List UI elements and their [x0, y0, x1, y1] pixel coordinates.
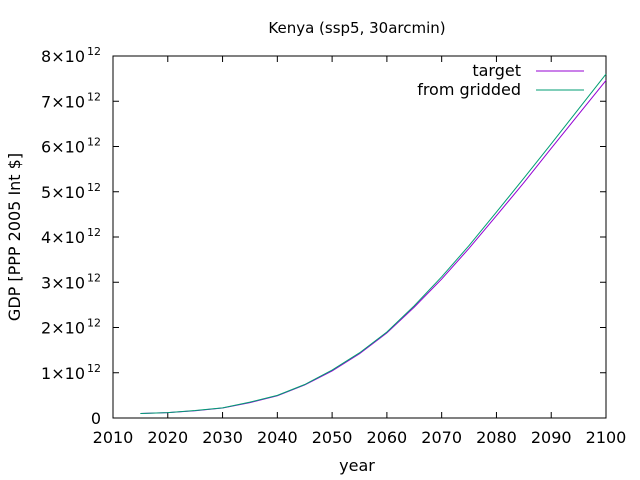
- y-tick-label-exponent: 12: [87, 362, 101, 375]
- series-line-1: [140, 73, 607, 414]
- x-axis: 2010 2020 2030 2040 2050 2060 2070 2080 2090 2100: [93, 56, 627, 447]
- x-tick-label: 2050: [312, 428, 353, 447]
- y-tick-label-base: 6×10: [41, 138, 85, 157]
- x-tick-label: 2070: [421, 428, 462, 447]
- chart-title: Kenya (ssp5, 30arcmin): [268, 19, 445, 37]
- x-tick-label: 2010: [93, 428, 134, 447]
- y-axis-title: GDP [PPP 2005 Int $]: [5, 153, 24, 321]
- x-axis-title: year: [339, 456, 375, 475]
- legend-label: from gridded: [417, 80, 521, 99]
- x-tick-label: 2090: [531, 428, 572, 447]
- y-tick-label-base: 8×10: [41, 47, 85, 66]
- y-tick-label-exponent: 12: [87, 226, 101, 239]
- x-tick-label: 2020: [147, 428, 188, 447]
- y-tick-label-exponent: 12: [87, 317, 101, 330]
- y-tick-label: 6×10 12: [41, 136, 101, 157]
- y-tick-label: 7×10 12: [41, 90, 101, 111]
- y-tick-label: 0: [91, 409, 101, 428]
- x-tick-label: 2100: [586, 428, 627, 447]
- y-tick-label-exponent: 12: [87, 136, 101, 149]
- y-tick-label: 2×10 12: [41, 317, 101, 338]
- x-tick-label: 2040: [257, 428, 298, 447]
- series-lines: [140, 73, 607, 414]
- x-tick-label: 2030: [202, 428, 243, 447]
- y-tick-label: 5×10 12: [41, 181, 101, 202]
- y-tick-label-exponent: 12: [87, 45, 101, 58]
- y-tick-label-base: 1×10: [41, 364, 85, 383]
- y-tick-label: 1×10 12: [41, 362, 101, 383]
- y-tick-label: 3×10 12: [41, 271, 101, 292]
- y-axis: 01×10 122×10 123×10 124×10 125×10 126×10 127×1…: [41, 45, 606, 428]
- y-tick-label-base: 2×10: [41, 319, 85, 338]
- x-tick-label: 2060: [367, 428, 408, 447]
- y-tick-label-base: 4×10: [41, 228, 85, 247]
- series-line-0: [140, 80, 607, 414]
- y-tick-label-base: 0: [91, 409, 101, 428]
- y-tick-label-base: 7×10: [41, 92, 85, 111]
- y-tick-label-base: 3×10: [41, 273, 85, 292]
- y-tick-label-base: 5×10: [41, 183, 85, 202]
- y-tick-label: 4×10 12: [41, 226, 101, 247]
- y-tick-label-exponent: 12: [87, 90, 101, 103]
- x-tick-label: 2080: [476, 428, 517, 447]
- y-tick-label: 8×10 12: [41, 45, 101, 66]
- plot-frame: [112, 55, 607, 419]
- y-tick-label-exponent: 12: [87, 181, 101, 194]
- legend-label: target: [472, 61, 521, 80]
- y-tick-label-exponent: 12: [87, 271, 101, 284]
